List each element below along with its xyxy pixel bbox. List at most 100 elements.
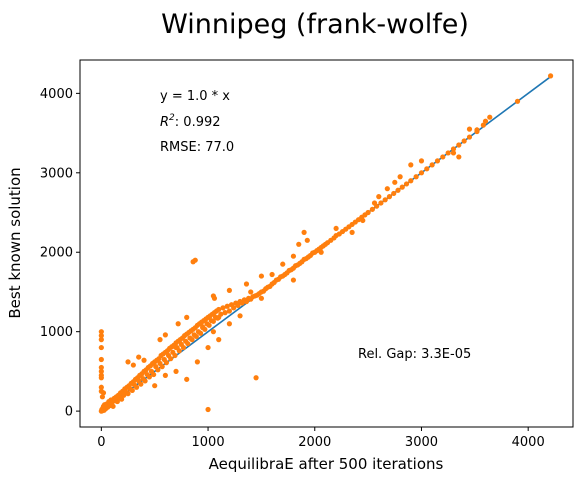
data-point	[205, 406, 211, 413]
data-point	[130, 362, 136, 368]
data-point	[456, 154, 462, 160]
data-point	[155, 367, 161, 373]
data-point	[211, 295, 218, 301]
data-point	[216, 314, 222, 320]
data-point	[231, 305, 237, 311]
y-tick-label: 2000	[40, 246, 73, 261]
data-point	[378, 200, 384, 206]
data-point	[206, 322, 212, 328]
data-point	[456, 142, 462, 148]
data-point	[138, 381, 144, 387]
x-tick-label: 1000	[192, 435, 225, 450]
rmse-annotation: RMSE: 77.0	[160, 140, 234, 155]
data-point	[349, 229, 355, 235]
data-point	[162, 332, 168, 338]
data-point	[200, 325, 206, 331]
data-point	[395, 187, 401, 193]
data-point	[480, 122, 486, 128]
data-point	[184, 314, 190, 320]
data-point	[141, 357, 147, 363]
data-point	[450, 146, 457, 152]
data-point	[136, 354, 142, 360]
data-point	[142, 378, 148, 384]
data-point	[397, 174, 403, 180]
data-point	[301, 229, 307, 235]
data-point	[184, 376, 190, 382]
data-point	[180, 344, 187, 351]
equation-annotation: y = 1.0 * x	[160, 89, 230, 104]
data-point	[119, 396, 125, 402]
data-point	[98, 364, 104, 371]
rel-gap-annotation: Rel. Gap: 3.3E-05	[358, 347, 471, 362]
data-point	[237, 313, 243, 319]
data-point	[487, 114, 493, 120]
x-tick-label: 2000	[298, 435, 331, 450]
data-point	[151, 371, 157, 378]
data-point	[192, 257, 198, 263]
data-point	[466, 134, 473, 140]
plot-frame	[79, 59, 574, 428]
data-point	[168, 356, 174, 362]
data-point	[100, 390, 107, 396]
data-point	[391, 190, 397, 197]
data-point	[216, 306, 222, 313]
data-point	[434, 158, 441, 164]
data-point	[125, 359, 131, 365]
data-point	[175, 321, 181, 327]
data-point	[220, 305, 226, 311]
y-tick-label: 1000	[40, 325, 73, 340]
data-point	[280, 261, 286, 267]
data-point	[222, 310, 228, 316]
data-point	[98, 375, 104, 381]
data-point	[163, 360, 170, 366]
data-point	[176, 348, 182, 354]
r-squared-value: : 0.992	[175, 115, 221, 130]
data-point	[172, 352, 178, 359]
y-axis-title: Best known solution	[6, 167, 24, 318]
data-point	[399, 184, 405, 190]
data-point	[98, 337, 104, 343]
data-point	[129, 387, 135, 394]
data-point	[424, 166, 430, 172]
data-point	[450, 150, 457, 156]
data-point	[99, 394, 106, 400]
data-point	[235, 302, 241, 309]
data-point	[133, 384, 140, 390]
data-point	[290, 253, 297, 259]
data-point	[413, 174, 419, 180]
data-point	[403, 181, 410, 187]
data-point	[110, 403, 116, 409]
x-axis-ticks: 0 1000 2000 3000 4000	[97, 427, 545, 450]
data-point	[98, 356, 104, 363]
data-point	[224, 303, 230, 309]
data-point	[304, 237, 310, 243]
data-point	[98, 368, 104, 374]
data-point	[365, 209, 371, 216]
data-point	[376, 194, 382, 200]
data-point	[514, 98, 521, 104]
data-point	[392, 179, 398, 185]
data-point	[440, 154, 446, 160]
data-point	[408, 178, 414, 184]
data-point	[216, 337, 222, 343]
x-tick-label: 4000	[512, 435, 545, 450]
y-tick-label: 4000	[40, 87, 73, 102]
data-point	[98, 329, 104, 335]
data-point	[258, 295, 265, 301]
data-point	[269, 271, 275, 278]
scatter-points-layer	[98, 73, 554, 414]
data-point	[369, 206, 375, 212]
y-tick-label: 3000	[40, 166, 73, 181]
y-tick-label: 0	[65, 405, 73, 420]
data-point	[445, 150, 451, 156]
data-point	[193, 333, 199, 340]
data-point	[226, 287, 232, 293]
x-tick-label: 3000	[405, 435, 438, 450]
data-point	[429, 162, 435, 168]
data-point	[98, 384, 104, 390]
data-point	[371, 200, 378, 206]
data-point	[98, 344, 104, 351]
data-point	[408, 162, 414, 168]
data-point	[248, 289, 254, 295]
